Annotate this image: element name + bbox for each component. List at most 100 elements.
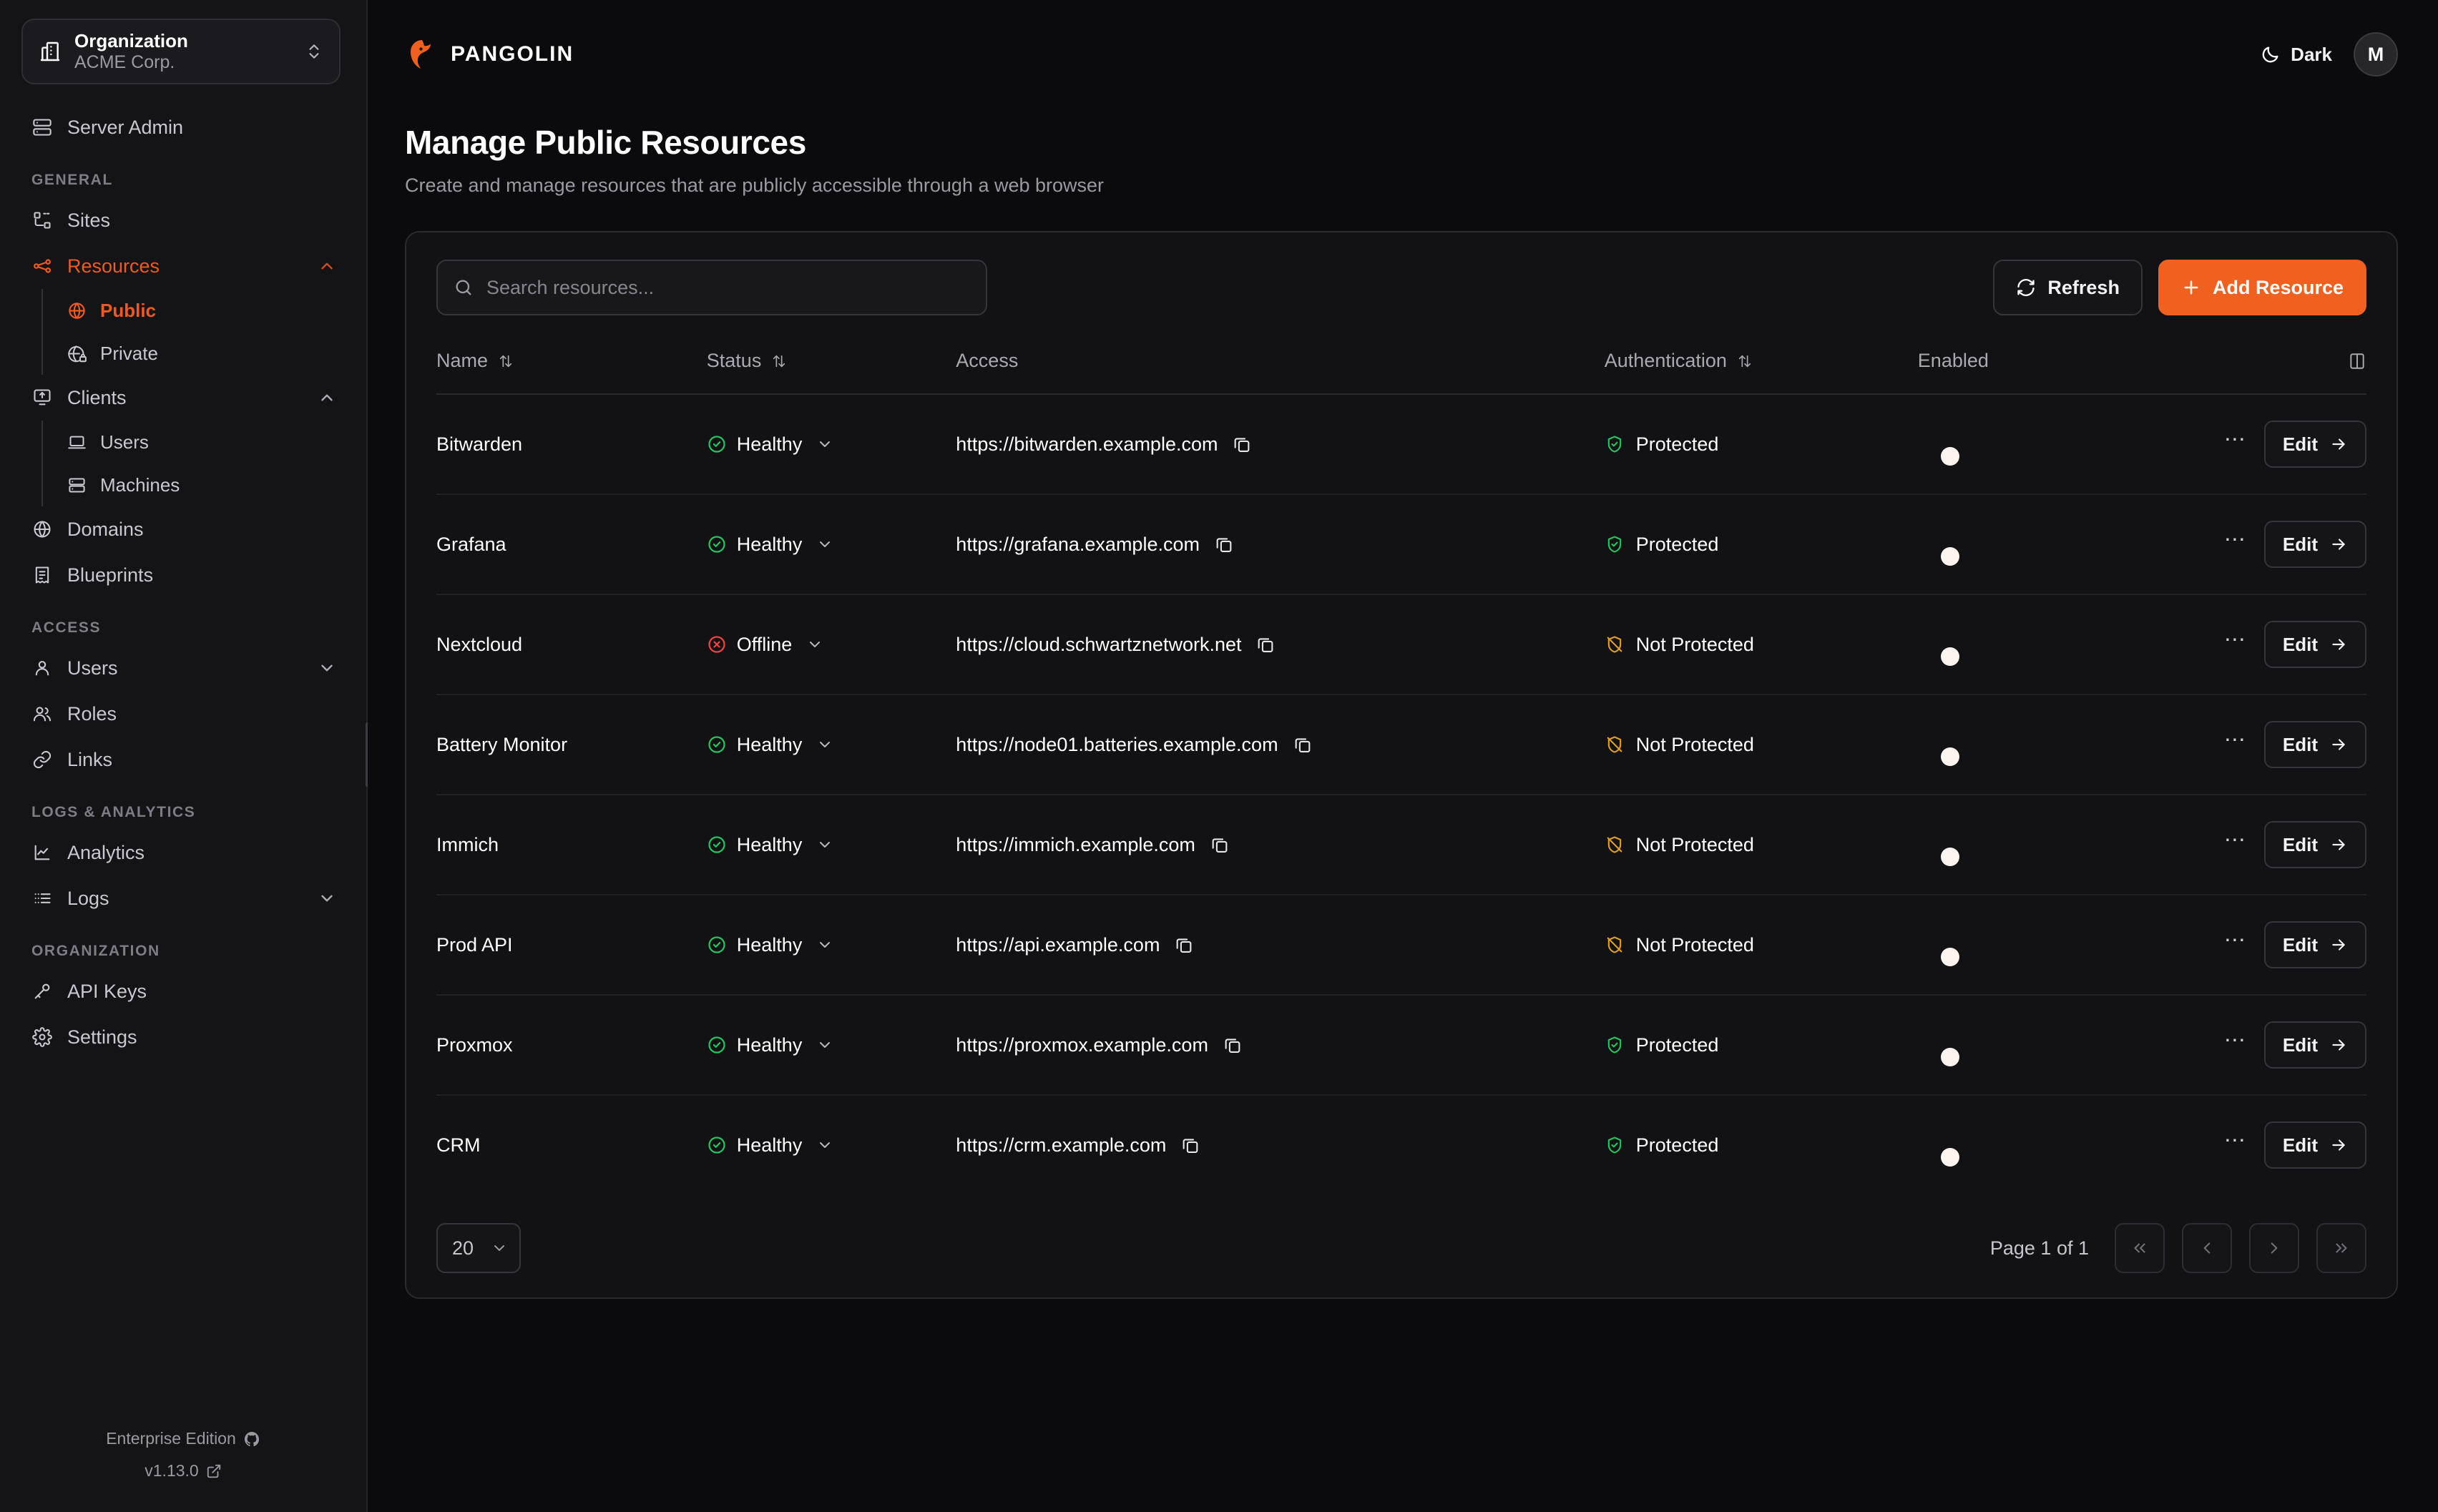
sidebar-item-api-keys[interactable]: API Keys: [19, 968, 348, 1014]
resource-url[interactable]: https://node01.batteries.example.com: [956, 733, 1278, 755]
copy-icon[interactable]: [1210, 835, 1230, 855]
chevron-down-icon[interactable]: [816, 736, 833, 753]
edit-button[interactable]: Edit: [2263, 521, 2366, 568]
sidebar-item-domains[interactable]: Domains: [19, 506, 348, 552]
edit-button[interactable]: Edit: [2263, 921, 2366, 968]
sidebar-item-clients[interactable]: Clients: [19, 375, 348, 421]
avatar[interactable]: M: [2354, 32, 2398, 77]
row-menu-icon[interactable]: ⋯: [2223, 928, 2247, 952]
sidebar-item-clients-machines[interactable]: Machines: [47, 463, 348, 506]
copy-icon[interactable]: [1232, 434, 1252, 454]
edit-button[interactable]: Edit: [2263, 1021, 2366, 1069]
sidebar-item-resources[interactable]: Resources: [19, 243, 348, 289]
sidebar-item-private[interactable]: Private: [47, 332, 348, 375]
org-switcher[interactable]: Organization ACME Corp.: [21, 19, 341, 84]
sidebar-item-clients-users[interactable]: Users: [47, 421, 348, 463]
edit-button[interactable]: Edit: [2263, 1121, 2366, 1169]
page-header: Manage Public Resources Create and manag…: [368, 109, 2438, 197]
theme-toggle[interactable]: Dark: [2261, 44, 2332, 66]
table-row[interactable]: Proxmox Healthy https://proxmox.example.co…: [436, 995, 2366, 1096]
chevron-down-icon[interactable]: [806, 636, 823, 653]
row-menu-icon[interactable]: ⋯: [2223, 1129, 2247, 1152]
first-page-button[interactable]: [2115, 1223, 2165, 1273]
table-row[interactable]: Nextcloud Offline https://cloud.schwartzne…: [436, 594, 2366, 695]
row-menu-icon[interactable]: ⋯: [2223, 828, 2247, 852]
copy-icon[interactable]: [1223, 1035, 1243, 1055]
edition-link[interactable]: Enterprise Edition: [0, 1429, 366, 1448]
sidebar-item-server-admin[interactable]: Server Admin: [19, 104, 348, 150]
arrow-right-icon: [2329, 635, 2348, 654]
resource-url[interactable]: https://api.example.com: [956, 933, 1160, 956]
status-badge[interactable]: Healthy: [707, 1134, 956, 1157]
search-input[interactable]: [486, 276, 970, 299]
sidebar-item-logs[interactable]: Logs: [19, 875, 348, 921]
resource-url[interactable]: https://grafana.example.com: [956, 533, 1200, 555]
status-badge[interactable]: Healthy: [707, 433, 956, 456]
column-header-authentication[interactable]: Authentication: [1604, 341, 1918, 395]
brand[interactable]: PANGOLIN: [405, 37, 574, 72]
table-row[interactable]: Grafana Healthy https://grafana.example.co…: [436, 494, 2366, 595]
edit-button[interactable]: Edit: [2263, 821, 2366, 868]
row-menu-icon[interactable]: ⋯: [2223, 628, 2247, 652]
row-menu-icon[interactable]: ⋯: [2223, 728, 2247, 752]
column-header-name[interactable]: Name: [436, 341, 707, 395]
sidebar-item-roles[interactable]: Roles: [19, 691, 348, 737]
chevron-down-icon[interactable]: [816, 1036, 833, 1054]
chevron-down-icon[interactable]: [816, 936, 833, 953]
sidebar-item-blueprints[interactable]: Blueprints: [19, 552, 348, 598]
resource-url[interactable]: https://bitwarden.example.com: [956, 433, 1218, 455]
table-row[interactable]: Prod API Healthy https://api.example.com No…: [436, 895, 2366, 996]
columns-toggle-icon[interactable]: [2348, 352, 2366, 370]
previous-page-button[interactable]: [2182, 1223, 2232, 1273]
status-badge[interactable]: Healthy: [707, 534, 956, 556]
column-header-status[interactable]: Status: [706, 341, 956, 395]
table-row[interactable]: Battery Monitor Healthy https://node01.bat…: [436, 694, 2366, 795]
sidebar-item-access-users[interactable]: Users: [19, 645, 348, 691]
sidebar-item-links[interactable]: Links: [19, 737, 348, 782]
last-page-button[interactable]: [2316, 1223, 2366, 1273]
chevron-down-icon[interactable]: [816, 836, 833, 853]
refresh-button[interactable]: Refresh: [1993, 260, 2143, 315]
copy-icon[interactable]: [1214, 534, 1234, 554]
table-row[interactable]: Bitwarden Healthy https://bitwarden.exampl…: [436, 394, 2366, 495]
status-badge[interactable]: Healthy: [707, 1034, 956, 1056]
row-menu-icon[interactable]: ⋯: [2223, 528, 2247, 551]
resource-url[interactable]: https://cloud.schwartznetwork.net: [956, 633, 1242, 655]
sidebar-item-analytics[interactable]: Analytics: [19, 830, 348, 875]
status-badge[interactable]: Healthy: [707, 834, 956, 856]
resource-url[interactable]: https://immich.example.com: [956, 833, 1195, 855]
row-menu-icon[interactable]: ⋯: [2223, 428, 2247, 451]
add-resource-button[interactable]: Add Resource: [2158, 260, 2366, 315]
copy-icon[interactable]: [1255, 634, 1276, 654]
next-page-button[interactable]: [2249, 1223, 2299, 1273]
column-header-actions[interactable]: [2131, 341, 2366, 395]
status-badge[interactable]: Healthy: [707, 934, 956, 956]
copy-icon[interactable]: [1174, 935, 1194, 955]
cell-authentication: Protected: [1604, 394, 1918, 495]
resource-url[interactable]: https://proxmox.example.com: [956, 1034, 1208, 1056]
sidebar-item-sites[interactable]: Sites: [19, 197, 348, 243]
status-badge[interactable]: Offline: [707, 634, 956, 656]
edit-button[interactable]: Edit: [2263, 621, 2366, 668]
copy-icon[interactable]: [1293, 735, 1313, 755]
chevron-down-icon[interactable]: [816, 536, 833, 553]
auth-label: Not Protected: [1635, 633, 1754, 655]
row-menu-icon[interactable]: ⋯: [2223, 1029, 2247, 1052]
status-badge[interactable]: Healthy: [707, 734, 956, 756]
copy-icon[interactable]: [1180, 1135, 1200, 1155]
table-row[interactable]: CRM Healthy https://crm.example.com Protect…: [436, 1095, 2366, 1194]
resource-url[interactable]: https://crm.example.com: [956, 1134, 1167, 1156]
cell-access: https://api.example.com: [956, 895, 1605, 996]
chevron-down-icon[interactable]: [816, 436, 833, 453]
table-row[interactable]: Immich Healthy https://immich.example.com N…: [436, 795, 2366, 895]
sidebar-scrollbar[interactable]: [366, 722, 369, 787]
chevron-down-icon[interactable]: [816, 1137, 833, 1154]
edition-label: Enterprise Edition: [106, 1429, 236, 1448]
edit-button[interactable]: Edit: [2263, 421, 2366, 468]
search-box[interactable]: [436, 260, 987, 315]
page-size-select[interactable]: 20: [436, 1223, 521, 1273]
sidebar-item-public[interactable]: Public: [47, 289, 348, 332]
edit-button[interactable]: Edit: [2263, 721, 2366, 768]
sidebar-item-settings[interactable]: Settings: [19, 1014, 348, 1060]
version-link[interactable]: v1.13.0: [0, 1461, 366, 1481]
